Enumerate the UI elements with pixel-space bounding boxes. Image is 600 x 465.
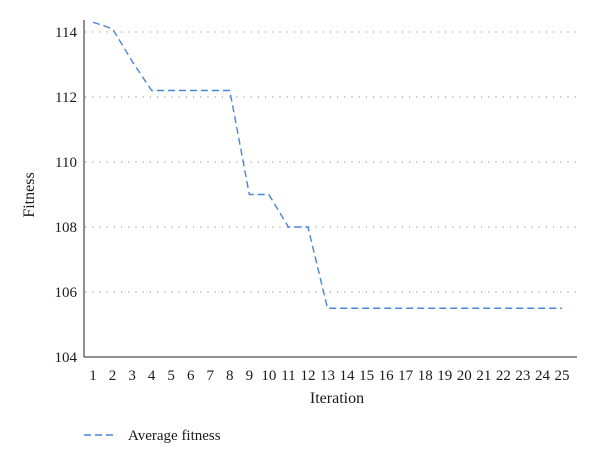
x-tick-label-1: 1 [89, 368, 97, 384]
y-tick-labels: 104 106 108 110 112 114 [55, 25, 78, 366]
grid-lines [85, 31, 576, 293]
series-lines [92, 21, 562, 309]
x-tick-label-5: 5 [167, 368, 175, 384]
y-axis-title: Fitness [21, 172, 38, 217]
x-tick-label-11: 11 [281, 368, 295, 384]
y-tick-label-110: 110 [55, 155, 77, 171]
x-tick-label-2: 2 [109, 368, 117, 384]
x-tick-label-17: 17 [398, 368, 414, 384]
legend: Average fitness [84, 428, 221, 444]
x-tick-label-22: 22 [496, 368, 511, 384]
x-tick-label-9: 9 [246, 368, 254, 384]
x-tick-label-19: 19 [437, 368, 452, 384]
series-line-average-fitness [92, 21, 562, 309]
x-axis-title: Iteration [310, 390, 364, 407]
x-tick-label-25: 25 [555, 368, 570, 384]
x-tick-label-15: 15 [359, 368, 374, 384]
x-tick-label-12: 12 [300, 368, 315, 384]
x-tick-label-6: 6 [187, 368, 195, 384]
y-tick-label-104: 104 [55, 350, 78, 366]
x-tick-label-4: 4 [148, 368, 156, 384]
x-tick-label-20: 20 [457, 368, 472, 384]
x-tick-label-21: 21 [476, 368, 491, 384]
legend-label-average-fitness: Average fitness [128, 428, 221, 444]
y-tick-label-114: 114 [55, 25, 77, 41]
x-tick-label-7: 7 [207, 368, 215, 384]
y-tick-label-108: 108 [55, 220, 78, 236]
x-tick-label-18: 18 [418, 368, 433, 384]
y-tick-label-106: 106 [55, 285, 78, 301]
x-tick-label-10: 10 [261, 368, 276, 384]
x-tick-labels: 1 2 3 4 5 6 7 8 9 10 11 12 13 14 15 16 17 18 19 20 21 22 23 24 2… [89, 368, 569, 384]
x-tick-label-13: 13 [320, 368, 335, 384]
x-tick-label-24: 24 [535, 368, 551, 384]
x-tick-label-16: 16 [379, 368, 395, 384]
x-tick-label-23: 23 [515, 368, 530, 384]
x-tick-label-3: 3 [128, 368, 136, 384]
x-tick-label-8: 8 [226, 368, 234, 384]
x-tick-label-14: 14 [340, 368, 356, 384]
y-tick-label-112: 112 [55, 90, 77, 106]
axes [83, 20, 577, 358]
